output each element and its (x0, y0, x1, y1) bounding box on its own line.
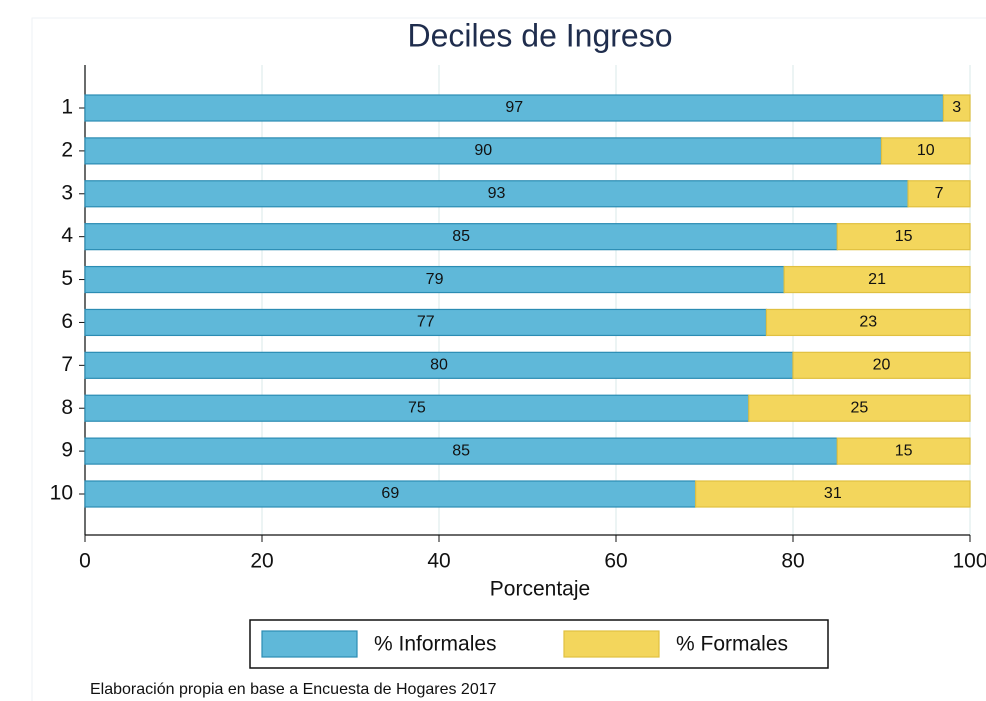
bar-segment (84, 223, 838, 251)
bar-segment (84, 265, 785, 294)
data-label: 75 (408, 399, 426, 416)
bar-segment (84, 394, 750, 422)
y-tick-label: 8 (61, 396, 73, 419)
data-label: 21 (868, 271, 886, 288)
data-label: 85 (452, 442, 470, 459)
y-tick-label: 9 (61, 439, 73, 462)
data-label: 7 (935, 185, 944, 202)
data-label: 69 (381, 485, 399, 502)
chart-title: Deciles de Ingreso (407, 17, 672, 53)
data-label: 20 (873, 357, 891, 374)
bar-segment (695, 480, 971, 508)
bar-segment (765, 308, 971, 337)
data-label: 3 (952, 99, 961, 116)
y-tick-label: 6 (61, 310, 73, 333)
data-label: 31 (824, 485, 842, 502)
bar-segment (836, 223, 971, 251)
data-label: 23 (859, 314, 877, 331)
x-tick-label: 60 (604, 550, 627, 573)
data-label: 77 (417, 314, 435, 331)
data-label: 79 (426, 271, 444, 288)
y-tick-label: 2 (61, 138, 73, 161)
x-tick-label: 40 (427, 550, 450, 573)
legend-label: % Formales (676, 633, 788, 656)
x-tick-label: 100 (952, 550, 986, 573)
y-tick-label: 10 (50, 482, 73, 505)
bar-segment (748, 394, 971, 422)
bar-segment (907, 180, 971, 208)
y-tick-label: 5 (61, 267, 73, 290)
bar-segment (880, 137, 971, 165)
bar-segment (84, 94, 945, 122)
bar-segment (84, 137, 883, 165)
y-tick-label: 3 (61, 181, 73, 204)
data-label: 10 (917, 142, 935, 159)
data-label: 93 (488, 185, 506, 202)
caption: Elaboración propia en base a Encuesta de… (90, 681, 497, 698)
bar-segment (942, 94, 971, 122)
x-tick-label: 80 (781, 550, 804, 573)
y-tick-label: 7 (61, 353, 73, 376)
x-axis-label: Porcentaje (490, 578, 590, 601)
data-label: 15 (895, 228, 913, 245)
bar-segment (783, 265, 971, 294)
legend-swatch (261, 630, 358, 658)
bar-segment (792, 351, 971, 379)
x-tick-label: 0 (79, 550, 91, 573)
bar-segment (836, 437, 971, 465)
data-label: 90 (474, 142, 492, 159)
bar-segment (84, 351, 794, 379)
data-label: 85 (452, 228, 470, 245)
data-label: 25 (850, 399, 868, 416)
bar-segment (84, 437, 838, 465)
data-label: 15 (895, 442, 913, 459)
legend-swatch (563, 630, 660, 658)
legend-label: % Informales (374, 633, 497, 656)
data-label: 80 (430, 357, 448, 374)
y-tick-label: 4 (61, 224, 73, 247)
data-label: 97 (505, 99, 523, 116)
x-tick-label: 20 (250, 550, 273, 573)
bar-segment (84, 308, 768, 337)
y-tick-label: 1 (61, 96, 73, 119)
